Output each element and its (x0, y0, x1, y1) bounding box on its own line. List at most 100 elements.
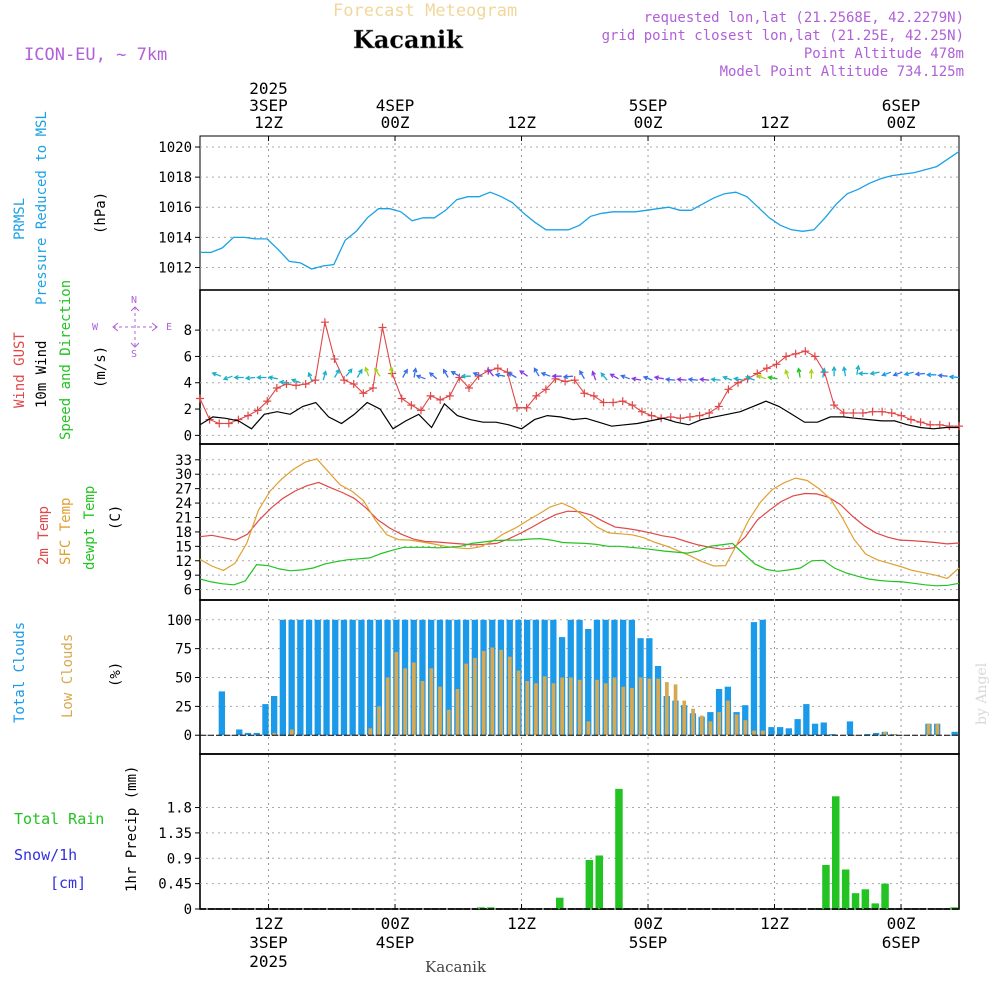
rain-bar (477, 907, 485, 909)
temp-ytick-label: 6 (184, 583, 192, 599)
rain-bar (822, 865, 830, 909)
top-time-label: 5SEP (629, 96, 668, 115)
info-line-2: grid point closest lon,lat (21.25E, 42.2… (602, 28, 964, 44)
low-cloud-bar (752, 730, 756, 736)
gust-marker (637, 407, 646, 416)
rain-bar (950, 907, 958, 909)
wind-direction-arrow (609, 373, 619, 380)
gust-marker (532, 391, 541, 400)
total-cloud-bar (593, 619, 601, 736)
gust-marker (839, 409, 848, 417)
gust-marker (685, 412, 694, 421)
gust-marker (349, 380, 358, 389)
total-cloud-bar (262, 704, 269, 736)
wind-direction-arrow (428, 372, 438, 380)
wind-direction-arrow (267, 375, 278, 381)
total-cloud-bar (620, 619, 627, 736)
gust-marker (368, 384, 377, 392)
low-cloud-bar (883, 731, 887, 736)
rain-bar (556, 897, 564, 909)
total-cloud-bar (305, 619, 313, 736)
wind-direction-arrow (540, 371, 551, 377)
low-cloud-bar (490, 647, 495, 736)
wind-direction-arrow (687, 377, 698, 383)
gust-marker (465, 384, 474, 392)
gust-marker (215, 419, 224, 428)
bottom-time-label: 00Z (634, 914, 663, 933)
pressure-label-2: Pressure Reduced to MSL (34, 111, 50, 305)
wind-direction-arrow (831, 365, 837, 377)
gust-marker (887, 409, 896, 417)
compass-e: E (166, 322, 172, 333)
temp-ytick-label: 33 (175, 453, 192, 469)
gust-marker (397, 394, 406, 403)
top-time-label: 12Z (507, 113, 536, 132)
total-cloud-bar (297, 619, 304, 736)
total-cloud-bar (436, 619, 444, 736)
wind10-label: 10m Wind (34, 341, 50, 408)
wind-direction-arrow (744, 375, 755, 381)
gust-marker (426, 391, 435, 400)
low-cloud-bar (603, 683, 608, 736)
total-cloud-bar (349, 619, 356, 736)
cloud-ytick-label: 50 (175, 671, 192, 687)
wind-direction-arrow (222, 375, 233, 381)
gust-marker (695, 411, 704, 420)
wind-direction-arrow (642, 375, 653, 381)
gust-marker (926, 420, 935, 429)
low-cloud-bar (412, 662, 416, 736)
total-cloud-bar (524, 619, 531, 736)
subtitle: Forecast Meteogram (333, 1, 517, 21)
wind-direction-arrow (784, 369, 790, 380)
wind-direction-arrow (600, 372, 608, 381)
low-cloud-bar (438, 686, 442, 736)
low-cloud-bar (708, 721, 713, 736)
wind-direction-arrow (796, 367, 802, 378)
rain-bar (595, 855, 603, 909)
cloud-ytick-label: 0 (184, 728, 192, 744)
low-cloud-bar (569, 677, 573, 736)
wind-direction-arrow (562, 374, 574, 380)
gust-marker (849, 409, 858, 417)
total-cloud-bar (271, 696, 278, 736)
low-cloud-bar (656, 678, 660, 736)
total-cloud-bar (279, 619, 286, 736)
gust-marker (609, 398, 618, 407)
temp-ytick-label: 9 (184, 568, 192, 584)
wind-direction-arrow (388, 365, 394, 377)
precip-ytick-label: 0.9 (167, 851, 192, 867)
gust-marker (772, 360, 781, 369)
temp-ytick-label: 12 (175, 554, 192, 570)
bottom-time-label: 6SEP (882, 933, 921, 952)
low-cloud-bar (289, 729, 294, 736)
low-cloud-bar (499, 649, 503, 736)
low-cloud-bar (734, 714, 739, 736)
wind-direction-arrow (233, 375, 244, 380)
low-cloud-bar (647, 678, 652, 736)
rain-bar (832, 796, 840, 909)
pressure-ytick-label: 1016 (158, 200, 192, 216)
temp-ytick-label: 15 (175, 539, 192, 555)
gust-marker (906, 415, 915, 424)
wind-direction-arrow (345, 368, 353, 377)
low-cloud-bar (638, 677, 643, 736)
gust-marker (541, 385, 550, 394)
total-cloud-bar (951, 731, 958, 736)
wind-direction-arrow (903, 371, 914, 377)
top-time-label: 4SEP (376, 96, 415, 115)
gust-marker (522, 403, 531, 412)
total-cloud-bar (358, 619, 365, 736)
model-label: ICON-EU, ~ 7km (24, 45, 167, 65)
info-line-3: Point Altitude 478m (804, 46, 964, 62)
wind-direction-arrow (591, 370, 597, 381)
wind-direction-arrow (278, 379, 290, 385)
gust-marker (830, 401, 839, 410)
low-cloud-bar (508, 656, 512, 736)
precip-ytick-label: 0.45 (158, 877, 192, 893)
total-cloud-bar (445, 619, 452, 736)
pressure-panel (199, 135, 960, 291)
gust-marker (734, 378, 743, 387)
gust-marker (272, 384, 281, 392)
total-cloud-bar (218, 691, 225, 736)
rain-bar (871, 903, 879, 909)
